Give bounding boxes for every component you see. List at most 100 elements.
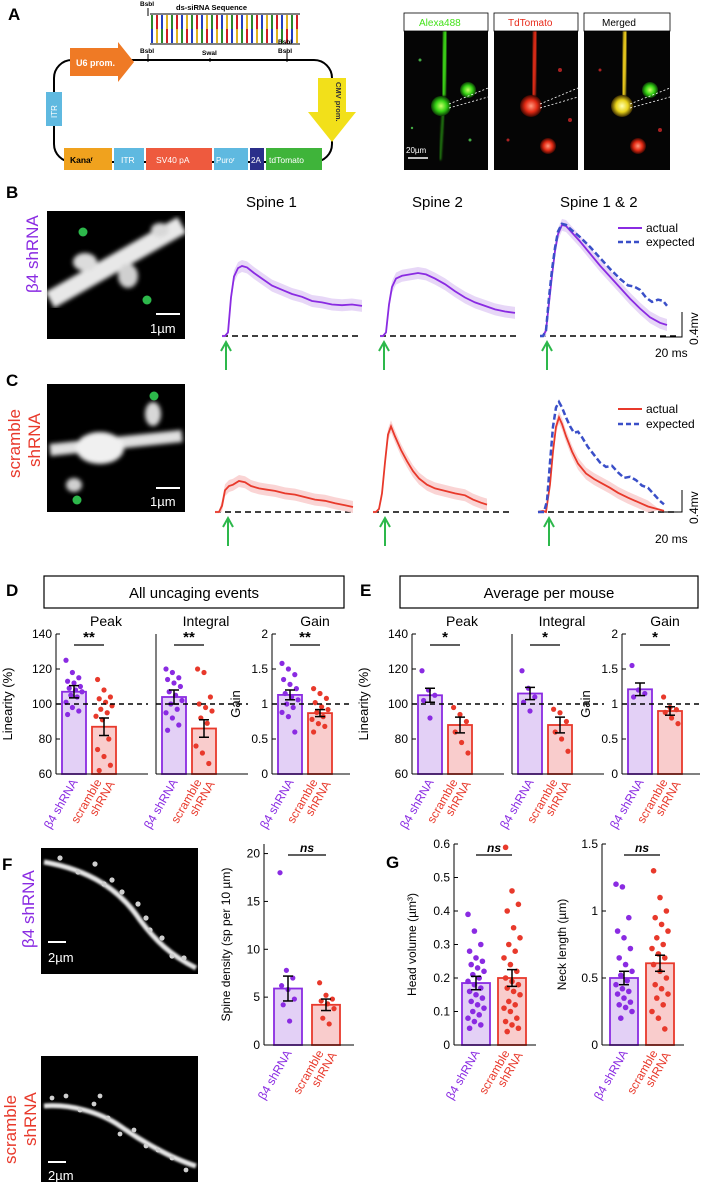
data-point	[622, 1004, 629, 1011]
data-point	[478, 1022, 484, 1028]
data-point	[512, 1002, 518, 1008]
data-point	[311, 729, 317, 735]
data-point	[673, 707, 680, 713]
y-tick-label: 0.2	[433, 971, 450, 985]
data-point	[501, 1005, 507, 1011]
data-point	[465, 978, 471, 985]
spine-head	[181, 955, 187, 961]
data-point	[614, 928, 621, 934]
data-point	[101, 753, 107, 760]
data-point	[512, 948, 518, 954]
data-point	[66, 685, 72, 691]
spine-head	[77, 1107, 83, 1113]
data-point	[291, 996, 297, 1002]
data-point	[74, 694, 80, 700]
spine-head	[63, 1093, 69, 1099]
data-point	[284, 701, 290, 707]
data-point	[176, 722, 182, 728]
data-point	[509, 888, 515, 894]
data-point	[63, 657, 69, 663]
data-point	[621, 995, 627, 1001]
micrograph-tdtomato	[494, 21, 579, 170]
label-tdtomato-cassette: tdTomato	[269, 155, 304, 165]
data-point	[279, 709, 285, 716]
data-point	[481, 1005, 487, 1011]
y-tick-label: 100	[388, 697, 408, 711]
spine-head	[169, 953, 175, 959]
data-point	[465, 911, 471, 918]
data-point	[315, 721, 321, 727]
data-point	[281, 676, 287, 683]
trace-b4-spine2	[380, 272, 516, 337]
data-point	[76, 708, 82, 714]
y-tick-label: 0.5	[251, 732, 268, 746]
label-bsbi-r1: BsbI	[278, 39, 292, 46]
data-point	[312, 700, 318, 706]
data-point	[77, 683, 83, 690]
data-point	[551, 706, 557, 712]
data-point	[642, 690, 648, 697]
spine-head	[143, 1143, 149, 1149]
data-point	[616, 1002, 622, 1008]
significance-marker: *	[542, 629, 548, 646]
trace-header-spine12: Spine 1 & 2	[560, 194, 638, 211]
data-point	[283, 967, 289, 973]
spine-head	[135, 901, 141, 907]
data-point	[471, 928, 478, 934]
data-point	[459, 739, 465, 746]
spine-head	[147, 927, 153, 933]
data-point	[619, 985, 626, 992]
data-point	[165, 727, 171, 733]
uncaging-arrow-head	[378, 339, 390, 352]
panel-letter-f: F	[2, 855, 12, 874]
sem-band-b4-spine1	[222, 260, 362, 338]
data-point	[626, 914, 632, 921]
data-point	[165, 676, 171, 683]
data-point	[320, 1015, 326, 1021]
data-point	[662, 955, 668, 961]
data-point	[326, 1021, 332, 1027]
data-point	[557, 710, 563, 716]
data-point	[654, 935, 660, 941]
uncaging-arrow-head	[222, 515, 234, 528]
data-point	[661, 694, 667, 700]
significance-marker: *	[442, 629, 448, 646]
significance-marker: **	[299, 629, 311, 646]
trace-scr-spine12	[537, 414, 665, 514]
data-point	[163, 666, 169, 672]
data-point	[107, 762, 113, 768]
spine-head	[159, 935, 165, 941]
y-tick-label: 10	[247, 942, 261, 956]
sem-band-b4-spine12	[540, 218, 667, 338]
spine-head	[105, 1115, 111, 1121]
itr-left	[46, 92, 62, 126]
data-point	[629, 662, 635, 669]
spine-head	[155, 1147, 161, 1153]
data-point	[317, 690, 323, 697]
label-u6: U6 prom.	[76, 58, 115, 68]
y-tick-label: 0	[261, 767, 268, 781]
spine-head	[97, 1093, 103, 1099]
dendrite-image-f-b4: 2µm	[41, 848, 198, 974]
data-point	[669, 715, 675, 721]
spine-head	[75, 869, 81, 875]
data-point	[466, 1025, 473, 1032]
data-point	[479, 995, 486, 1001]
data-point	[614, 991, 621, 997]
data-point	[631, 694, 637, 700]
data-point	[169, 715, 175, 721]
data-point	[96, 767, 102, 774]
bar-b4	[277, 694, 303, 775]
legend-expected-c: expected	[646, 417, 695, 431]
scale-2um-f2: 2µm	[48, 1168, 74, 1183]
label-tdtomato: TdTomato	[508, 18, 553, 29]
data-point	[290, 704, 296, 711]
bar-b4	[517, 692, 543, 775]
kana-cassette	[64, 148, 112, 170]
data-point	[510, 924, 517, 931]
y-tick-label: 0	[443, 1038, 450, 1052]
data-point	[285, 666, 291, 672]
data-point	[93, 713, 99, 719]
